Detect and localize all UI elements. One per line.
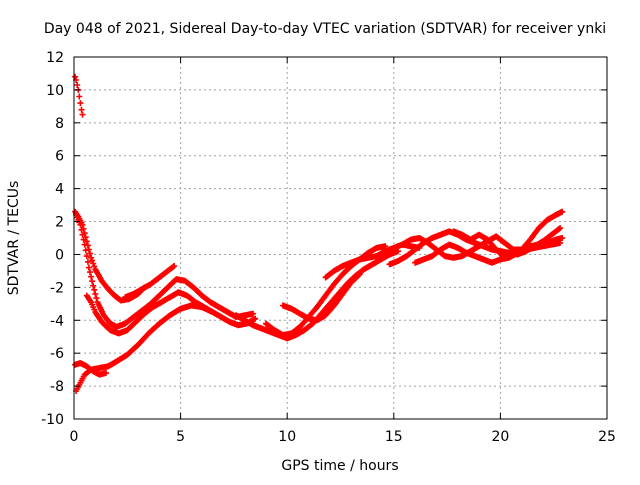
y-tick-label: -2: [50, 280, 64, 296]
data-series-group: [72, 73, 566, 394]
data-markers: [279, 271, 363, 324]
y-tick-label: 0: [55, 247, 64, 263]
chart-title: Day 048 of 2021, Sidereal Day-to-day VTE…: [44, 21, 606, 37]
y-tick-label: -4: [50, 313, 64, 329]
data-markers: [322, 241, 423, 281]
y-tick-label: 6: [55, 149, 64, 165]
data-markers: [233, 248, 402, 342]
series-track-8: [233, 248, 402, 342]
series-track-15: [450, 228, 566, 261]
grid-lines: [74, 57, 607, 419]
y-tick-label: -8: [50, 379, 64, 395]
data-markers: [72, 360, 109, 378]
x-tick-label: 25: [598, 429, 616, 445]
x-tick-label: 0: [70, 429, 79, 445]
series-track-6: [72, 360, 109, 378]
x-tick-label: 10: [278, 429, 296, 445]
x-tick-label: 20: [491, 429, 509, 445]
series-track-11: [322, 241, 423, 281]
x-tick-label: 15: [385, 429, 403, 445]
data-markers: [450, 228, 566, 261]
series-track-10: [279, 271, 363, 324]
y-tick-label: 12: [46, 50, 64, 66]
y-tick-label: -6: [50, 346, 64, 362]
y-tick-label: 2: [55, 215, 64, 231]
y-tick-labels: -10 -8 -6 -4 -2 0 2 4 6 8 10 12: [41, 50, 64, 428]
data-markers: [122, 263, 178, 301]
y-tick-label: -10: [41, 412, 64, 428]
y-tick-label: 4: [55, 182, 64, 198]
y-tick-label: 8: [55, 116, 64, 132]
x-tick-label: 5: [176, 429, 185, 445]
x-tick-labels: 0 5 10 15 20 25: [70, 429, 616, 445]
y-axis-label: SDTVAR / TECUs: [6, 181, 22, 296]
y-tick-label: 10: [46, 83, 64, 99]
x-axis-label: GPS time / hours: [281, 458, 398, 474]
axis-ticks: [73, 56, 608, 420]
series-track-7: [122, 263, 178, 301]
plot-frame: [73, 56, 608, 420]
